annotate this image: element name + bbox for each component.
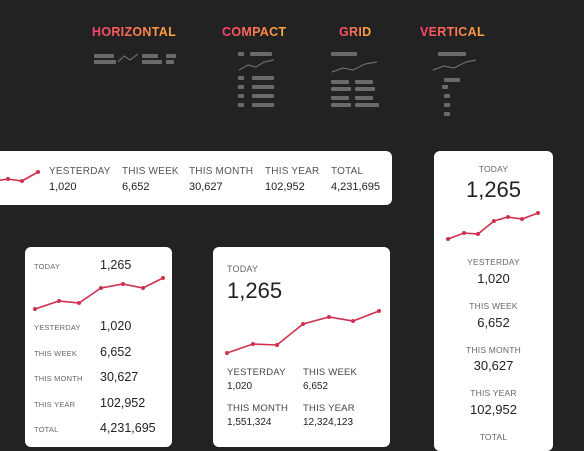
vertical-layout-thumbnail[interactable]: [432, 50, 478, 120]
stat-label-this-year: THIS YEAR: [34, 400, 76, 409]
stat-label-yesterday: YESTERDAY: [34, 323, 81, 332]
stat-value-this-month: 30,627: [189, 181, 223, 193]
stat-label-this-year: THIS YEAR: [303, 403, 355, 414]
stat-label-this-month: THIS MONTH: [227, 403, 289, 414]
stat-value-this-month: 30,627: [100, 370, 139, 384]
tab-horizontal[interactable]: HORIZONTAL: [92, 25, 177, 39]
stat-label-this-month: THIS MONTH: [189, 166, 254, 177]
sparkline-vertical: [446, 211, 540, 241]
stat-value-total: 4,231,695: [100, 421, 156, 435]
stat-value-this-month: 1,551,324: [227, 417, 272, 428]
today-value: 1,265: [227, 278, 283, 303]
stat-value-yesterday: 1,020: [49, 181, 77, 193]
stat-value-total: 4,231,695: [331, 181, 380, 193]
today-value: 1,265: [100, 258, 132, 272]
stat-label-this-month: THIS MONTH: [34, 374, 83, 383]
compact-layout-thumbnail[interactable]: [238, 50, 278, 115]
grid-layout-thumbnail[interactable]: [331, 50, 381, 115]
today-value: 1,265: [465, 177, 522, 202]
stat-label-total: TOTAL: [479, 432, 508, 442]
stat-value-this-year: 102,952: [100, 396, 146, 410]
stat-value-yesterday: 1,020: [227, 381, 253, 392]
stat-value-yesterday: 1,020: [477, 271, 510, 286]
stat-label-yesterday: YESTERDAY: [227, 367, 286, 378]
horizontal-layout-thumbnail[interactable]: [94, 50, 180, 70]
stat-label-yesterday: YESTERDAY: [467, 257, 520, 267]
tab-compact[interactable]: COMPACT: [222, 25, 287, 39]
stat-label-this-month: THIS MONTH: [466, 345, 521, 355]
stat-label-this-week: THIS WEEK: [34, 349, 78, 358]
tab-grid[interactable]: GRID: [339, 25, 372, 39]
stat-value-this-year: 12,324,123: [303, 417, 354, 428]
compact-stats-card: TODAY 1,265 YESTERDAY 1,020 THIS WEEK 6,…: [25, 247, 172, 447]
stat-value-this-week: 6,652: [477, 315, 510, 330]
today-label: TODAY: [478, 164, 509, 174]
vertical-stats-card: TODAY 1,265 YESTERDAY 1,020 THIS WEEK 6,…: [434, 151, 553, 451]
tab-vertical[interactable]: VERTICAL: [420, 25, 485, 39]
horizontal-stats-card: YESTERDAY 1,020 THIS WEEK 6,652 THIS MON…: [0, 151, 392, 205]
stat-label-this-week: THIS WEEK: [303, 367, 358, 378]
stat-label-yesterday: YESTERDAY: [49, 166, 111, 177]
stat-value-this-year: 102,952: [470, 402, 517, 417]
sparkline-compact: [33, 276, 165, 311]
stat-label-this-week: THIS WEEK: [469, 301, 518, 311]
today-label: TODAY: [34, 262, 61, 271]
stat-value-this-year: 102,952: [265, 181, 305, 193]
sparkline-grid: [225, 309, 381, 355]
grid-stats-card: TODAY 1,265 YESTERDAY 1,020 THIS WEEK 6,…: [213, 247, 390, 447]
today-label: TODAY: [227, 264, 259, 274]
stat-label-total: TOTAL: [331, 166, 364, 177]
stat-label-total: TOTAL: [34, 425, 59, 434]
stat-value-this-week: 6,652: [303, 381, 329, 392]
stat-label-this-year: THIS YEAR: [470, 388, 517, 398]
stat-label-this-week: THIS WEEK: [122, 166, 179, 177]
stat-value-this-week: 6,652: [100, 345, 132, 359]
stat-label-this-year: THIS YEAR: [265, 166, 320, 177]
stat-value-yesterday: 1,020: [100, 319, 132, 333]
stat-value-this-month: 30,627: [473, 358, 514, 373]
sparkline-horizontal: [0, 170, 40, 183]
stat-value-this-week: 6,652: [122, 181, 150, 193]
